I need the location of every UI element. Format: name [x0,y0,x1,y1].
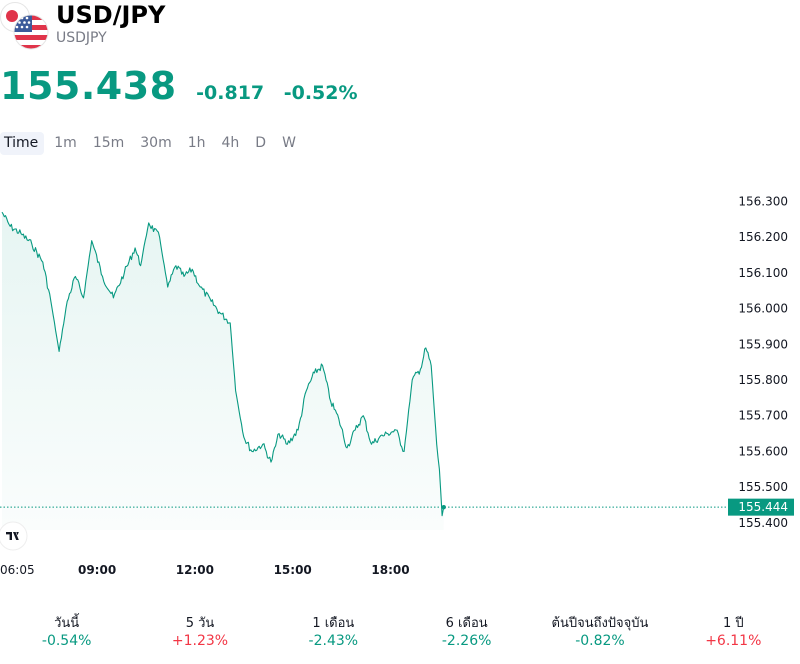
y-tick-label: 156.000 [738,302,788,316]
tab-time[interactable]: Time [0,132,45,155]
period-item[interactable]: ต้นปีจนถึงปัจจุบัน -0.82% [533,612,666,649]
tradingview-logo-icon[interactable] [0,521,28,551]
tab-d[interactable]: D [255,135,267,151]
current-price-label: 155.444 [738,500,788,514]
page-title: USD/JPY [56,1,166,29]
x-tick-label: 06:05 [0,563,35,577]
period-value: +1.23% [171,633,229,649]
x-tick-label: 15:00 [274,563,312,577]
period-item[interactable]: 6 เดือน -2.26% [400,612,533,649]
x-tick-label: 18:00 [371,563,409,577]
period-label: 1 ปี [722,616,744,631]
y-tick-label: 155.800 [738,373,788,387]
price-chart[interactable]: 156.300 156.200 156.100 156.000 155.900 155.8… [0,180,800,590]
last-point-marker [441,504,446,510]
timeframe-tabs: Time 1m 15m 30m 1h 4h D W [0,132,302,155]
period-label: 5 วัน [185,616,215,631]
period-value: +6.11% [705,633,762,649]
period-label: 6 เดือน [445,616,488,631]
period-item[interactable]: วันนี้ -0.54% [0,612,133,649]
period-label: ต้นปีจนถึงปัจจุบัน [551,616,649,631]
y-tick-label: 155.700 [738,409,788,423]
performance-periods: วันนี้ -0.54% 5 วัน +1.23% 1 เดือน -2.43% 6 เด… [0,612,800,649]
price-change-percent: -0.52% [283,82,358,104]
period-value: -2.43% [308,633,359,649]
last-price: 155.438 [0,64,177,108]
price-row: 155.438 -0.817 -0.52% [0,64,358,108]
symbol-label: USDJPY [56,30,107,46]
period-label: 1 เดือน [312,616,355,631]
current-price-badge [728,498,794,516]
y-tick-label: 155.900 [738,337,788,351]
period-value: -2.26% [441,633,492,649]
tab-1h[interactable]: 1h [187,135,206,151]
currency-flags [0,2,49,50]
us-flag-icon [13,14,49,50]
tab-4h[interactable]: 4h [221,135,240,151]
price-line [1,211,445,517]
y-tick-label: 156.300 [738,194,788,208]
period-value: -0.54% [41,633,92,649]
y-tick-label: 156.200 [738,230,788,244]
price-change: -0.817 [196,82,265,104]
period-item[interactable]: 1 เดือน -2.43% [267,612,400,649]
period-label: วันนี้ [54,616,80,631]
period-item[interactable]: 1 ปี +6.11% [667,612,800,649]
tab-15m[interactable]: 15m [92,135,125,151]
tab-1m[interactable]: 1m [54,135,77,151]
period-value: -0.82% [575,633,625,649]
y-tick-label: 156.100 [738,266,788,280]
x-tick-label: 09:00 [78,563,116,577]
y-tick-label: 155.500 [738,480,788,494]
y-tick-label: 155.600 [738,444,788,458]
x-tick-label: 12:00 [176,563,214,577]
period-item[interactable]: 5 วัน +1.23% [133,612,266,649]
y-tick-label: 155.400 [738,516,788,530]
price-area-fill [2,212,444,530]
tab-30m[interactable]: 30m [140,135,172,151]
tab-w[interactable]: W [282,135,296,151]
